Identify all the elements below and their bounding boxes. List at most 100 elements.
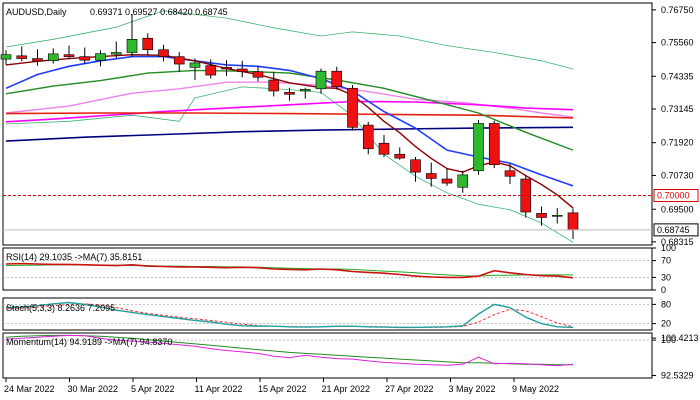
- candle-body: [221, 67, 232, 70]
- candle: [441, 168, 453, 186]
- candle: [457, 170, 469, 193]
- candle: [79, 47, 91, 64]
- price-tick-label: 0.71920: [661, 138, 694, 148]
- candle-body: [347, 87, 358, 128]
- candle-body: [79, 56, 91, 61]
- candle: [410, 157, 421, 182]
- candle-body: [32, 58, 43, 62]
- candle-body: [47, 53, 59, 62]
- candle-body: [315, 70, 327, 90]
- candle: [284, 87, 295, 101]
- candle: [47, 48, 59, 64]
- candle-body: [0, 54, 12, 60]
- candle: [142, 33, 154, 56]
- momentum-ma-line: [5, 334, 573, 366]
- rsi-label: RSI(14) 29.1035 ->MA(7) 35.8151: [6, 252, 142, 262]
- candle-body: [16, 55, 28, 59]
- candle: [347, 84, 358, 131]
- candle-body: [284, 92, 295, 95]
- price-tick-label: 0.74335: [661, 71, 694, 81]
- candle-body: [441, 178, 453, 184]
- rsi-tick-label: 100: [661, 243, 676, 253]
- candle: [32, 49, 43, 66]
- rsi-tick-label: 0: [661, 285, 666, 295]
- rsi-rsi-line: [5, 262, 574, 279]
- date-tick-label: 24 Mar 2022: [4, 384, 55, 394]
- symbol-label: AUDUSD,Daily: [6, 7, 67, 17]
- candle-body: [158, 49, 169, 57]
- price-tick-label: 0.68315: [661, 237, 694, 247]
- stoch-label: Stoch(5,3,3) 8.2636 7.2095: [6, 303, 115, 313]
- date-tick-label: 15 Apr 2022: [258, 384, 307, 394]
- candle-body: [299, 89, 311, 92]
- last-price-label: 0.68745: [657, 225, 690, 235]
- candle: [551, 207, 563, 224]
- candle-body: [142, 37, 154, 51]
- candle-body: [95, 53, 106, 61]
- candle: [362, 121, 374, 155]
- candle-body: [331, 70, 343, 87]
- price-tick-label: 0.69500: [661, 204, 694, 214]
- date-tick-label: 11 Apr 2022: [195, 384, 243, 394]
- candle-body: [362, 124, 374, 150]
- candle-body: [551, 215, 563, 217]
- candle: [126, 14, 138, 57]
- candle: [0, 50, 12, 65]
- price-tick-label: 0.70730: [661, 170, 694, 180]
- price-tick-label: 0.75560: [661, 38, 694, 48]
- date-tick-label: 9 May 2022: [512, 384, 559, 394]
- candle: [63, 45, 75, 60]
- candle-body: [110, 52, 122, 55]
- candle: [236, 60, 248, 78]
- candle: [110, 41, 122, 58]
- date-tick-label: 27 Apr 2022: [385, 384, 434, 394]
- candle-body: [126, 38, 138, 53]
- candle: [95, 50, 106, 67]
- rsi-tick-label: 70: [661, 256, 671, 266]
- candle: [504, 163, 516, 184]
- candle-body: [504, 170, 516, 177]
- price-tick-label: 0.76750: [661, 5, 694, 15]
- candle-body: [236, 68, 248, 73]
- candle: [252, 66, 264, 82]
- candle: [331, 66, 343, 90]
- date-tick-label: 5 Apr 2022: [131, 384, 175, 394]
- date-tick-label: 3 May 2022: [449, 384, 496, 394]
- overlay-line-6: [5, 69, 574, 151]
- candle: [425, 162, 437, 187]
- candle-body: [268, 79, 280, 92]
- candle: [16, 46, 28, 62]
- candle: [520, 174, 532, 218]
- candle-body: [378, 142, 390, 155]
- candle: [394, 147, 406, 160]
- candle-body: [425, 173, 437, 179]
- momentum-tick-label: 92.5329: [661, 370, 694, 380]
- candle-body: [63, 54, 75, 57]
- candle-body: [252, 71, 264, 78]
- candle: [173, 51, 185, 72]
- candle-body: [457, 174, 469, 188]
- momentum-mom-line: [5, 334, 574, 367]
- rsi-tick-label: 30: [661, 272, 671, 282]
- candle: [299, 87, 311, 99]
- level-price-box: [653, 189, 699, 202]
- overlay-line-0: [5, 10, 574, 70]
- candle: [378, 135, 390, 157]
- main-panel-frame: [2, 2, 653, 246]
- candle: [315, 68, 327, 94]
- stoch-tick-label: 80: [661, 299, 671, 309]
- overlay-line-1: [5, 86, 574, 243]
- stoch-k-line: [5, 301, 574, 329]
- candle-body: [473, 123, 484, 172]
- last-price-box: [653, 223, 699, 237]
- candle-body: [567, 212, 579, 231]
- date-tick-label: 21 Apr 2022: [322, 384, 371, 394]
- candle-body: [394, 153, 406, 159]
- candle-body: [173, 56, 185, 65]
- date-tick-label: 30 Mar 2022: [68, 384, 119, 394]
- overlay-line-4: [5, 112, 574, 119]
- candle: [189, 58, 201, 80]
- overlay-line-3: [5, 100, 574, 123]
